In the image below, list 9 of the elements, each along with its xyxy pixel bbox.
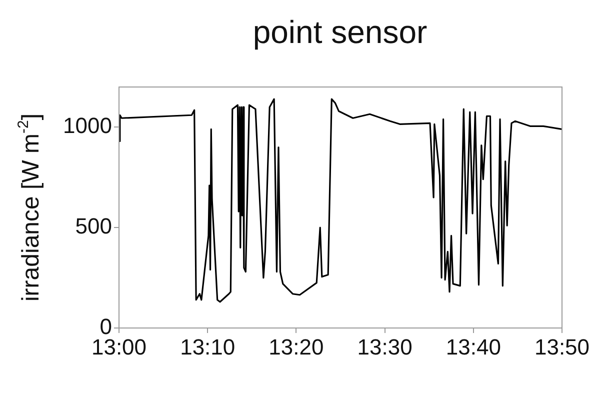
y-axis-title: irradiance [W m-2] bbox=[15, 113, 45, 302]
x-tick-label: 13:10 bbox=[180, 334, 236, 360]
x-tick-label: 13:40 bbox=[446, 334, 501, 360]
x-tick-label: 13:50 bbox=[534, 334, 590, 360]
x-tick-label: 13:30 bbox=[357, 334, 412, 360]
chart-title: point sensor bbox=[252, 13, 428, 52]
x-tick-label: 13:20 bbox=[268, 334, 324, 360]
y-tick-label: 1000 bbox=[63, 113, 112, 138]
y-tick-label: 500 bbox=[75, 214, 112, 239]
